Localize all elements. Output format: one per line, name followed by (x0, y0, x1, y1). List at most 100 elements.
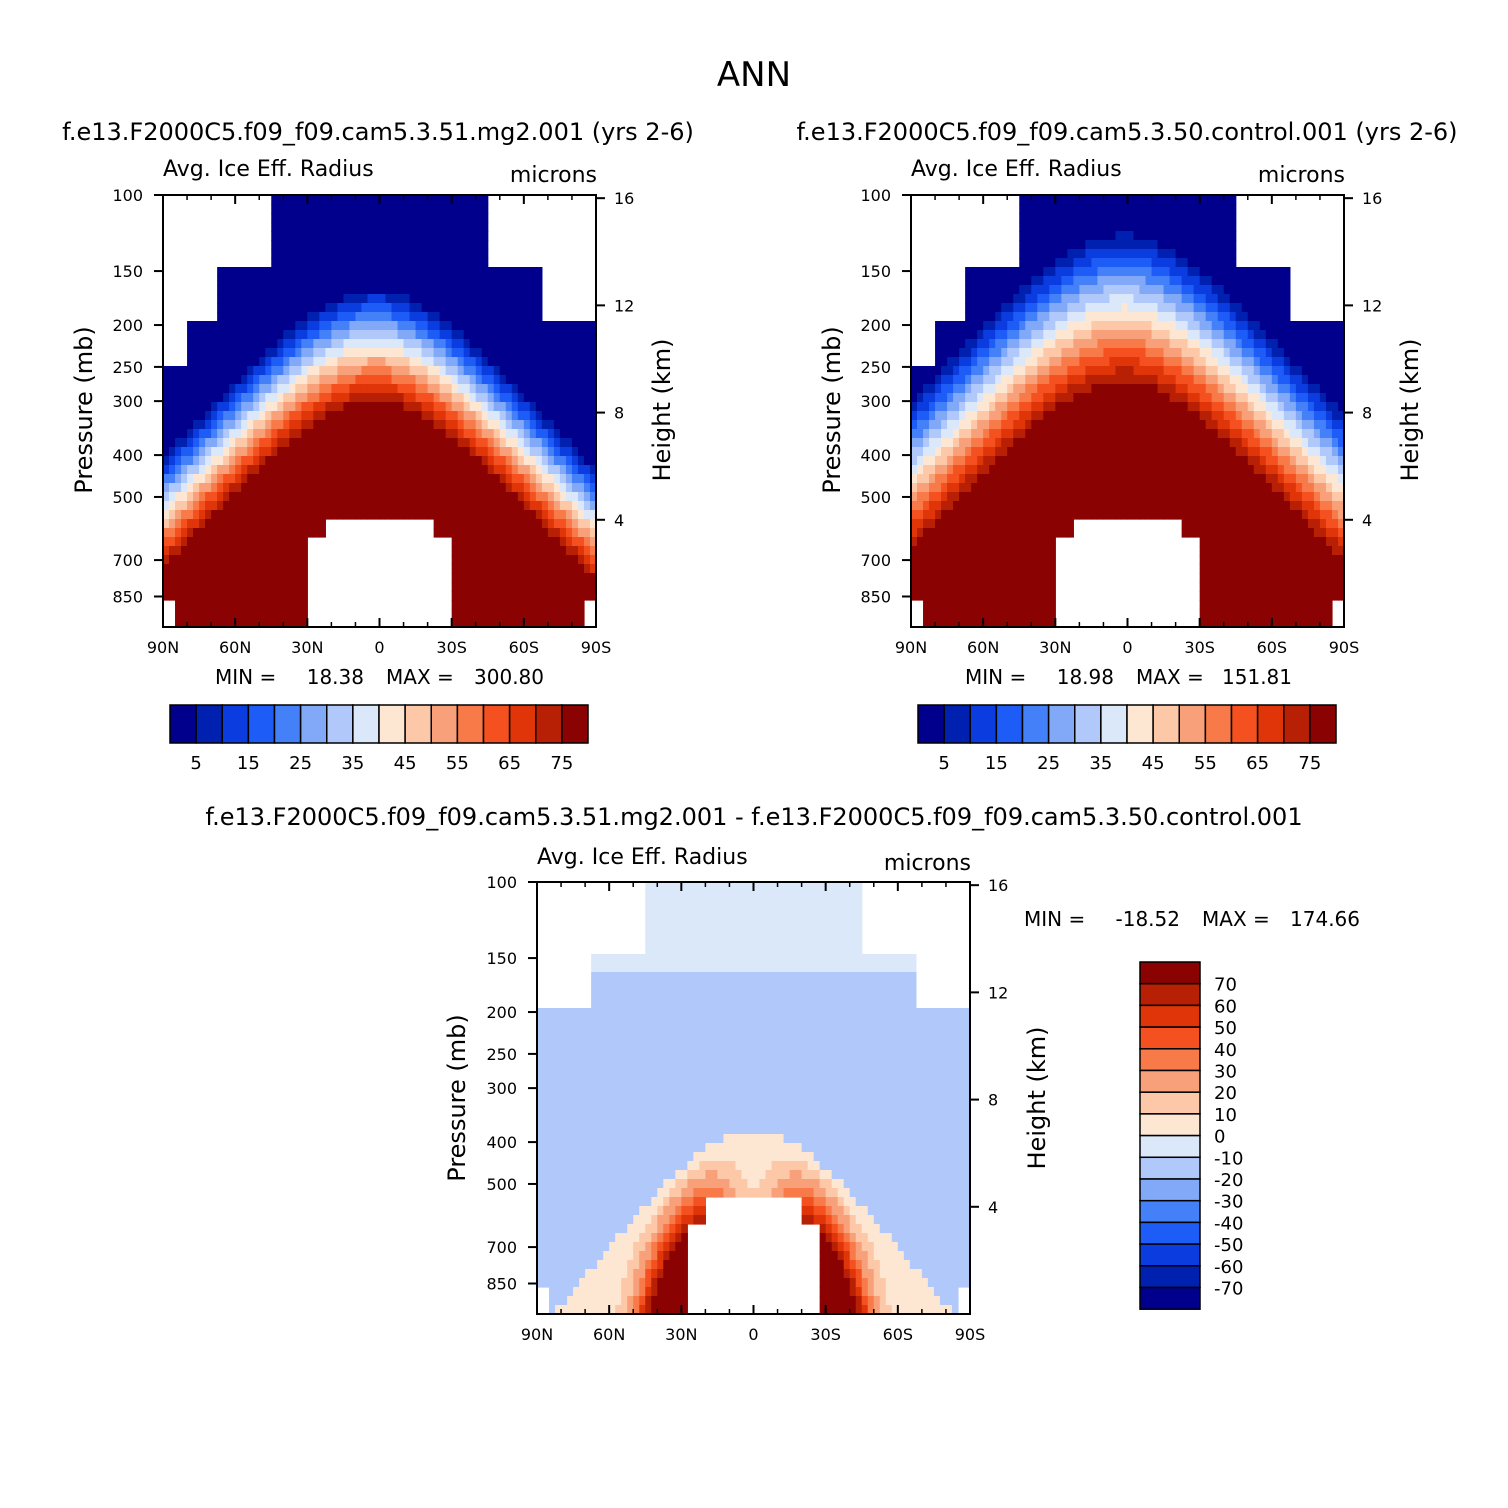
field-cell (301, 258, 308, 268)
field-cell (1103, 465, 1111, 475)
field-cell (1163, 231, 1171, 241)
field-cell (193, 483, 200, 493)
field-cell (223, 591, 230, 601)
field-cell (169, 402, 176, 412)
field-cell (493, 348, 501, 358)
field-cell (1169, 303, 1177, 313)
field-cell (499, 564, 507, 574)
field-cell (1013, 267, 1020, 277)
field-cell (451, 222, 459, 232)
field-cell (241, 267, 248, 277)
field-cell (325, 240, 332, 250)
field-cell (517, 357, 525, 367)
field-cell (343, 375, 351, 385)
field-cell (259, 510, 266, 520)
field-cell (565, 429, 573, 439)
field-cell (1235, 483, 1243, 493)
field-cell (1121, 222, 1129, 232)
field-cell (1217, 447, 1225, 457)
field-cell (929, 429, 936, 439)
field-cell (253, 366, 260, 376)
field-cell (1007, 609, 1014, 619)
field-cell (193, 618, 200, 628)
field-cell (247, 456, 254, 466)
max-label: MAX = (386, 665, 454, 689)
field-cell (511, 546, 519, 556)
field-cell (163, 510, 170, 520)
field-cell (259, 285, 266, 295)
field-cell (1019, 339, 1026, 349)
field-cell (223, 573, 230, 583)
field-cell (1175, 276, 1183, 286)
field-cell (929, 402, 936, 412)
field-cell (1211, 618, 1219, 628)
field-cell (199, 582, 206, 592)
field-cell (481, 240, 489, 250)
field-cell (481, 573, 489, 583)
field-cell (229, 474, 236, 484)
field-cell (1103, 294, 1111, 304)
field-cell (1067, 420, 1074, 430)
field-cell (1229, 303, 1237, 313)
field-cell (355, 249, 363, 259)
field-cells (911, 195, 1345, 628)
field-cell (1031, 402, 1038, 412)
field-cell (325, 321, 332, 331)
field-cell (917, 573, 924, 583)
field-cell (499, 285, 507, 295)
field-cell (199, 591, 206, 601)
field-cell (1019, 591, 1026, 601)
field-cell (1019, 231, 1026, 241)
field-cell (283, 357, 290, 367)
field-cell (307, 456, 314, 466)
field-cell (953, 456, 960, 466)
field-cell (923, 555, 930, 565)
y-tick-label: 400 (112, 446, 143, 465)
field-cell (451, 429, 459, 439)
field-cell (223, 528, 230, 538)
field-cell (379, 330, 387, 340)
field-cell (337, 501, 345, 511)
field-cell (1019, 456, 1026, 466)
field-cell (1001, 375, 1008, 385)
field-cell (1127, 330, 1135, 340)
field-cell (1031, 330, 1038, 340)
field-cell (511, 510, 519, 520)
field-cell (929, 384, 936, 394)
field-cell (469, 492, 477, 502)
field-cell (475, 438, 483, 448)
field-cell (349, 240, 357, 250)
field-cell (433, 528, 441, 538)
field-cell (415, 456, 423, 466)
field-cell (193, 573, 200, 583)
field-cell (1025, 528, 1032, 538)
field-cell (959, 528, 966, 538)
field-cell (1199, 456, 1207, 466)
field-cell (1121, 501, 1129, 511)
field-cell (583, 528, 591, 538)
field-cell (175, 546, 182, 556)
field-cell (1181, 393, 1189, 403)
field-cell (977, 330, 984, 340)
field-cell (1235, 465, 1243, 475)
field-cell (223, 447, 230, 457)
field-cell (1049, 321, 1056, 331)
field-cell (301, 528, 308, 538)
field-cell (977, 321, 984, 331)
field-cell (271, 447, 278, 457)
field-cell (553, 402, 561, 412)
field-cell (385, 366, 393, 376)
field-cell (373, 303, 381, 313)
field-cell (523, 303, 531, 313)
field-cell (277, 537, 284, 547)
field-cell (541, 420, 549, 430)
field-cell (319, 465, 326, 475)
field-cell (583, 402, 591, 412)
field-cell (1199, 501, 1207, 511)
field-cell (421, 501, 429, 511)
field-cell (397, 510, 405, 520)
field-cell (1217, 582, 1225, 592)
field-cell (1127, 393, 1135, 403)
field-cell (325, 285, 332, 295)
field-cell (163, 402, 170, 412)
